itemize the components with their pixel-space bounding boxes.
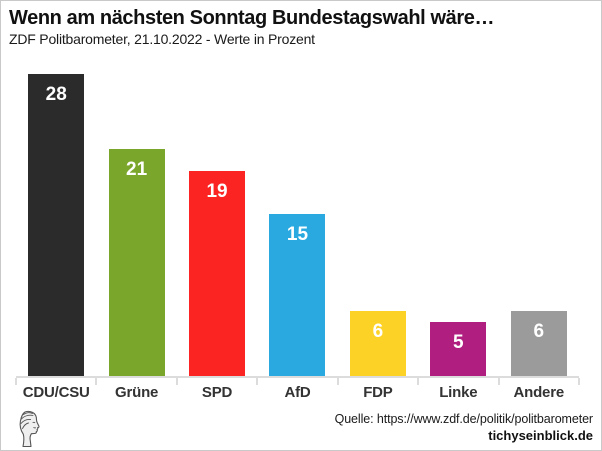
bar-value-label: 6 — [533, 321, 545, 342]
chart-title: Wenn am nächsten Sonntag Bundestagswahl … — [9, 7, 495, 29]
bar-chart-plot: 28 21 19 15 6 5 6 — [15, 61, 580, 385]
category-label-afd: AfD — [284, 384, 311, 401]
axis-tick — [256, 378, 259, 385]
category-label-fdp: FDP — [363, 384, 393, 401]
bar-value-label: 28 — [45, 84, 67, 105]
category-label-spd: SPD — [201, 384, 233, 401]
chart-header: Wenn am nächsten Sonntag Bundestagswahl … — [9, 6, 593, 48]
bar-value-label: 21 — [126, 159, 148, 180]
bar-cell-fdp: 6 — [336, 61, 418, 385]
branding-text[interactable]: tichyseinblick.de — [488, 428, 593, 443]
footer-source-block: Quelle: https://www.zdf.de/politik/polit… — [334, 412, 594, 444]
bar-cell-spd: 19 — [175, 61, 257, 385]
axis-tick — [578, 378, 580, 385]
category-label-linke: Linke — [439, 384, 478, 401]
chart-subtitle: ZDF Politbarometer, 21.10.2022 - Werte i… — [9, 31, 315, 47]
axis-tick — [497, 378, 500, 385]
bar-value-label: 5 — [453, 332, 464, 353]
bar-afd: 15 — [269, 214, 326, 376]
bar-cell-linke: 5 — [417, 61, 498, 385]
bar-spd: 19 — [189, 171, 246, 376]
bars-row: 28 21 19 15 6 5 6 — [15, 61, 579, 385]
classical-head-profile-icon — [19, 410, 40, 448]
category-label-grune: Grüne — [115, 384, 159, 401]
bar-value-label: 19 — [206, 181, 228, 202]
bar-value-label: 15 — [286, 224, 309, 245]
bar-cell-grune: 21 — [95, 61, 176, 385]
axis-tick — [336, 378, 339, 385]
bar-cell-cdu-csu: 28 — [15, 61, 96, 385]
category-label-cdu-csu: CDU/CSU — [22, 384, 90, 401]
axis-tick — [15, 378, 17, 385]
bar-grune: 21 — [108, 149, 165, 376]
bar-linke: 5 — [430, 322, 487, 376]
bar-fdp: 6 — [349, 311, 406, 376]
bar-value-label: 6 — [372, 321, 384, 342]
bar-cell-andere: 6 — [497, 61, 579, 385]
axis-tick — [417, 378, 420, 385]
axis-tick — [175, 378, 178, 385]
source-text: Quelle: https://www.zdf.de/politik/polit… — [334, 412, 594, 426]
bar-cdu-csu: 28 — [28, 74, 85, 376]
bar-andere: 6 — [510, 311, 567, 376]
bar-cell-afd: 15 — [256, 61, 337, 385]
axis-tick — [95, 378, 98, 385]
category-label-andere: Andere — [513, 384, 565, 401]
category-labels-row: CDU/CSU Grüne SPD AfD FDP Linke Andere — [16, 384, 579, 401]
